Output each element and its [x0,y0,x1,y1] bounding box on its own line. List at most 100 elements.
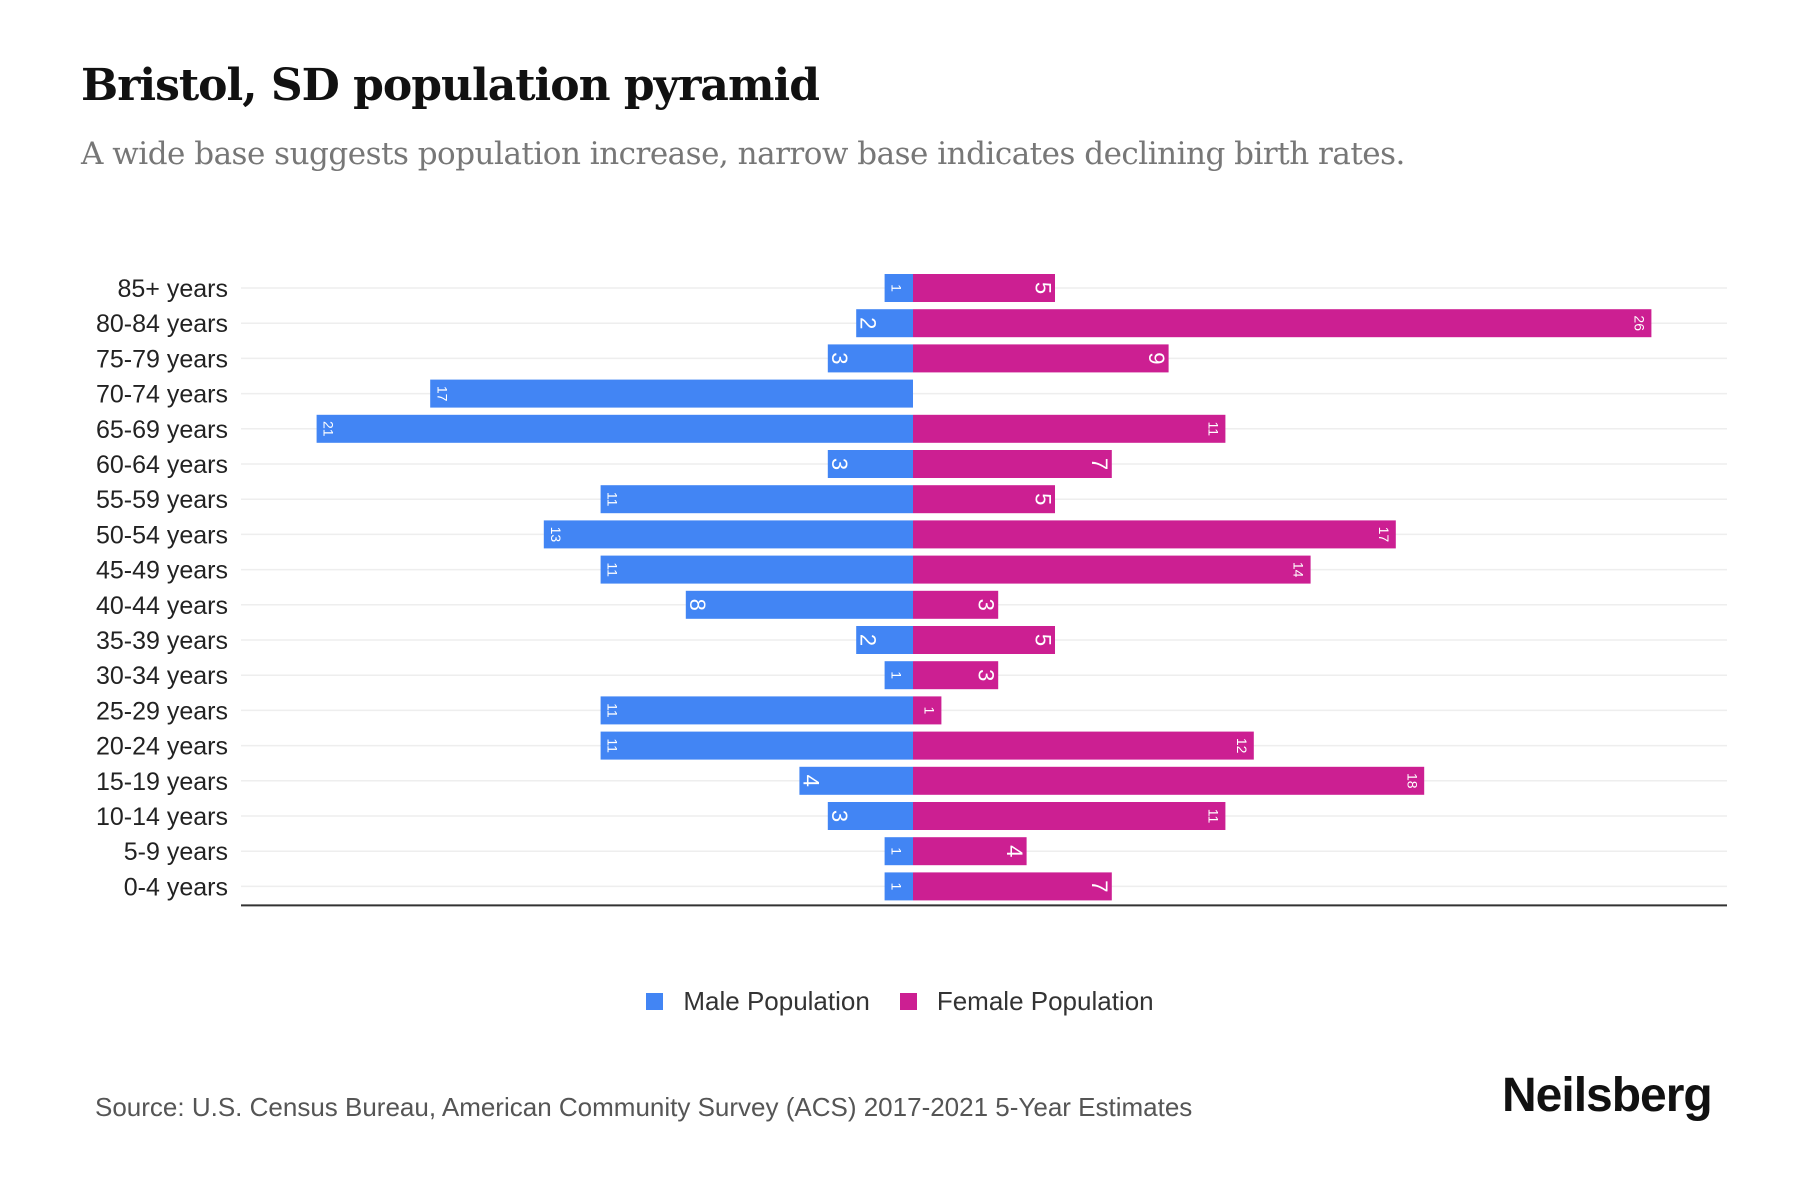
male-bar [430,379,913,408]
female-bar [913,872,1112,901]
female-value-label: 11 [1206,809,1222,824]
legend-label-male: Male Population [683,986,870,1016]
male-value-label: 11 [605,703,621,718]
male-value-label: 3 [827,458,852,470]
female-value-label: 18 [1404,773,1420,789]
category-label: 45-49 years [96,557,228,585]
male-value-label: 4 [799,775,824,787]
female-bar [913,626,1055,654]
male-value-label: 1 [889,671,905,679]
male-value-label: 17 [434,386,450,402]
male-bar [827,802,913,830]
category-label: 25-29 years [96,697,228,725]
female-value-label: 3 [974,599,999,611]
female-value-label: 5 [1030,282,1055,294]
legend: Male Population Female Population [0,986,1800,1017]
male-value-label: 3 [827,810,852,822]
male-bar [827,344,913,373]
category-label: 40-44 years [96,592,228,620]
category-label: 20-24 years [96,733,228,761]
category-label: 5-9 years [124,838,228,866]
category-label: 0-4 years [124,873,228,901]
male-value-label: 2 [856,317,881,329]
female-bar [913,731,1254,760]
male-value-label: 21 [321,421,337,437]
female-value-label: 9 [1144,352,1169,364]
female-value-label: 14 [1291,562,1307,578]
female-bar [913,414,1226,443]
male-bar [884,872,913,901]
male-bar [856,626,913,654]
female-bar [913,344,1169,373]
category-label: 60-64 years [96,451,228,479]
male-value-label: 1 [889,284,905,292]
female-bar [913,696,942,725]
category-label: 85+ years [118,275,229,303]
legend-label-female: Female Population [936,986,1154,1016]
category-label: 50-54 years [96,521,228,549]
category-label: 55-59 years [96,486,228,514]
male-value-label: 11 [605,492,621,507]
female-bar [913,555,1311,584]
source-note: Source: U.S. Census Bureau, American Com… [95,1092,1193,1122]
legend-item-male: Male Population [646,986,870,1017]
male-bar [600,555,913,584]
male-value-label: 1 [889,883,905,891]
female-bar [913,485,1055,514]
category-label: 15-19 years [96,768,228,796]
male-bar [600,696,913,725]
female-value-label: 7 [1087,880,1112,892]
neilsberg-logo: Neilsberg [1502,1069,1713,1122]
male-bar [543,520,913,549]
male-bar [685,590,913,619]
female-bar [913,766,1425,795]
female-value-label: 17 [1376,527,1392,543]
category-label: 10-14 years [96,803,228,831]
female-value-label: 26 [1632,315,1648,331]
male-value-label: 11 [605,738,621,753]
male-value-label: 3 [827,352,852,364]
female-bar [913,274,1055,302]
male-bar [884,837,913,866]
male-bar [316,414,914,443]
legend-swatch-female [899,993,917,1010]
female-value-label: 3 [974,669,999,681]
male-bar [856,309,913,338]
female-value-label: 4 [1002,845,1027,857]
male-bar [827,450,913,478]
category-label: 30-34 years [96,662,228,690]
male-value-label: 11 [605,562,621,577]
female-value-label: 1 [922,707,938,715]
female-bar [913,520,1396,549]
legend-swatch-male [646,993,664,1010]
male-value-label: 2 [856,634,881,646]
male-bar [884,661,913,690]
female-value-label: 12 [1234,738,1250,754]
female-bar [913,837,1027,866]
male-value-label: 8 [685,599,710,611]
female-value-label: 11 [1206,422,1222,437]
male-value-label: 13 [548,527,564,543]
female-bar [913,802,1226,830]
category-label: 70-74 years [96,381,228,409]
female-bar [913,450,1112,478]
female-value-label: 7 [1087,458,1112,470]
male-bar [884,274,913,302]
category-label: 75-79 years [96,345,228,373]
male-value-label: 1 [889,847,905,855]
female-value-label: 5 [1030,634,1055,646]
female-bar [913,661,999,690]
male-bar [799,766,913,795]
female-bar [913,309,1652,338]
male-bar [600,485,913,514]
chart-subtitle: A wide base suggests population increase… [81,136,1405,172]
category-label: 80-84 years [96,310,228,338]
male-bar [600,731,913,760]
category-label: 65-69 years [96,416,228,444]
female-bar [913,590,999,619]
female-value-label: 5 [1030,493,1055,505]
chart-title: Bristol, SD population pyramid [81,60,820,111]
legend-item-female: Female Population [899,986,1154,1017]
category-label: 35-39 years [96,627,228,655]
